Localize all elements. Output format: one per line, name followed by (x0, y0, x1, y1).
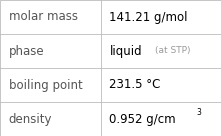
Text: liquid: liquid (109, 44, 142, 58)
Text: density: density (9, 112, 52, 126)
Text: 141.21 g/mol: 141.21 g/mol (109, 10, 188, 24)
Text: phase: phase (9, 44, 44, 58)
Text: 3: 3 (196, 108, 201, 117)
Text: boiling point: boiling point (9, 78, 83, 92)
Text: (at STP): (at STP) (155, 47, 191, 55)
Text: molar mass: molar mass (9, 10, 78, 24)
Text: 0.952 g/cm: 0.952 g/cm (109, 112, 176, 126)
Text: 231.5 °C: 231.5 °C (109, 78, 161, 92)
